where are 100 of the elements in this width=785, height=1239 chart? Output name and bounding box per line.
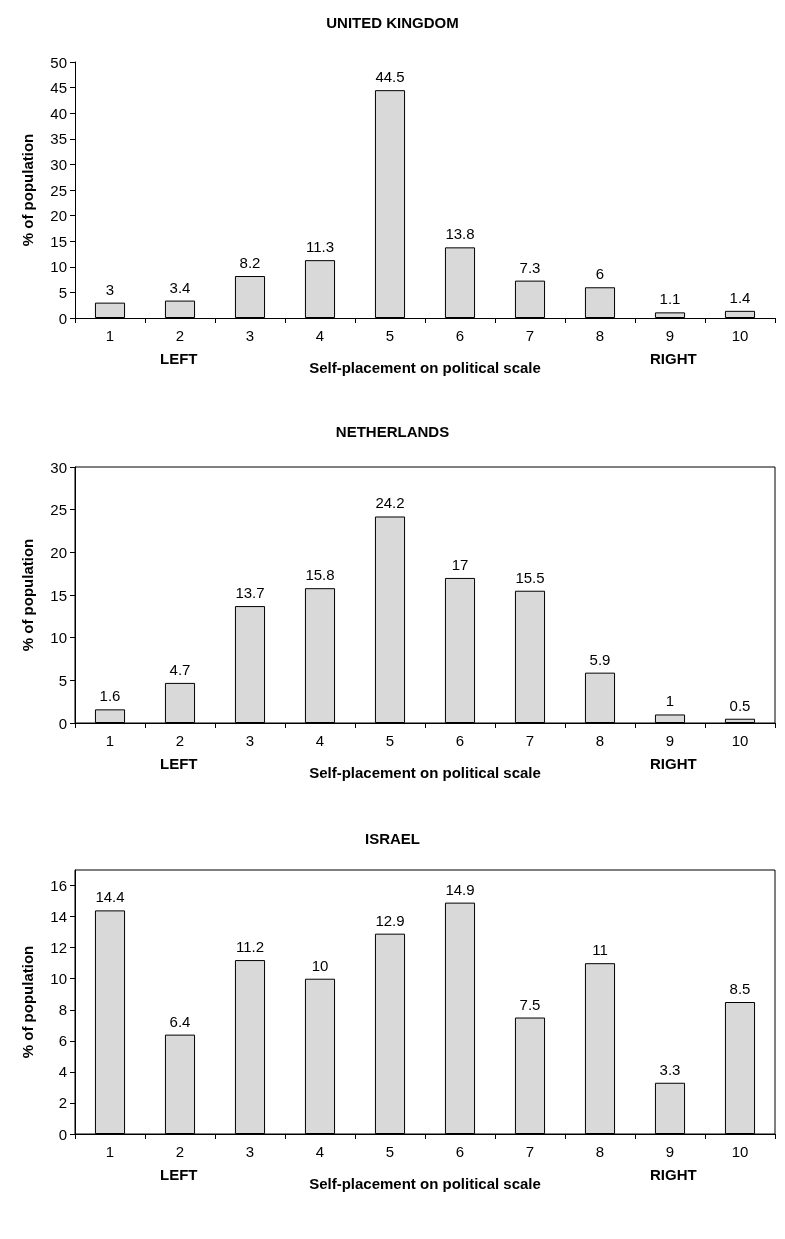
y-tick-label: 0 — [58, 714, 67, 732]
data-label: 1.4 — [729, 288, 751, 306]
text: LEFT — [160, 1166, 198, 1183]
data-label: 6 — [595, 265, 605, 283]
x-tick-label: 7 — [525, 732, 535, 749]
data-label: 11.3 — [305, 238, 335, 256]
data-label: 3.4 — [169, 278, 191, 296]
x-tick-label: 5 — [385, 1143, 395, 1160]
data-label: 8.2 — [239, 254, 261, 272]
x-tick-label: 4 — [315, 1143, 325, 1160]
y-tick-label: 35 — [50, 130, 67, 148]
data-label: 7.5 — [519, 995, 541, 1013]
x-tick-label: 3 — [245, 327, 255, 344]
y-tick-label: 12 — [50, 939, 67, 957]
y-tick-label: 20 — [50, 207, 67, 225]
x-tick-label: 10 — [731, 732, 749, 749]
text: LEFT — [160, 755, 198, 772]
y-tick-label: 5 — [58, 671, 67, 689]
y-tick-label: 4 — [58, 1063, 67, 1081]
y-axis-title: % of population — [19, 133, 36, 247]
data-label: 1 — [665, 692, 675, 710]
x-tick-label: 5 — [385, 327, 395, 344]
data-label: 5.9 — [589, 650, 611, 668]
data-label: 7.3 — [519, 258, 541, 276]
x-tick-label: 6 — [455, 327, 465, 344]
y-tick-label: 15 — [50, 232, 67, 250]
text: RIGHT — [650, 1166, 697, 1183]
x-tick-label: 8 — [595, 732, 605, 749]
data-label: 13.8 — [445, 225, 475, 243]
x-tick-label: 1 — [105, 1143, 115, 1160]
text: RIGHT — [650, 350, 697, 367]
data-label: 8.5 — [729, 980, 751, 997]
x-tick-label: 9 — [665, 327, 675, 344]
x-tick-label: 6 — [455, 1143, 465, 1160]
y-tick-label: 50 — [50, 53, 67, 71]
data-label: 0.5 — [729, 696, 751, 714]
data-label: 24.2 — [375, 494, 405, 512]
data-label: 11 — [592, 941, 608, 959]
x-tick-label: 3 — [245, 732, 255, 749]
y-tick-label: 45 — [50, 79, 67, 97]
data-label: 17 — [451, 555, 469, 573]
data-label: 13.7 — [235, 584, 265, 602]
y-tick-label: 10 — [50, 629, 67, 647]
y-tick-label: 25 — [50, 501, 67, 519]
data-label: 15.8 — [305, 566, 335, 584]
y-tick-label: 0 — [58, 1125, 67, 1143]
x-tick-label: 2 — [175, 1143, 185, 1160]
data-label: 4.7 — [169, 660, 191, 678]
data-label: 15.5 — [515, 568, 545, 586]
x-tick-label: 1 — [105, 732, 115, 749]
text: RIGHT — [650, 755, 697, 772]
x-tick-label: 8 — [595, 327, 605, 344]
y-axis-title: % of population — [19, 945, 36, 1059]
x-tick-label: 8 — [595, 1143, 605, 1160]
y-tick-label: 15 — [50, 586, 67, 604]
y-tick-label: 6 — [58, 1032, 67, 1050]
y-tick-label: 25 — [50, 181, 67, 199]
data-label: 3 — [105, 280, 115, 298]
x-tick-label: 2 — [175, 327, 185, 344]
data-label: 10 — [311, 956, 329, 974]
data-label: 6.4 — [169, 1012, 191, 1030]
x-tick-label: 4 — [315, 732, 325, 749]
data-label: 44.5 — [375, 68, 405, 86]
x-tick-label: 10 — [731, 1143, 749, 1160]
x-tick-label: 9 — [665, 732, 675, 749]
x-axis-title: Self-placement on political scale — [309, 359, 541, 376]
data-label: 1.1 — [659, 290, 681, 308]
y-tick-label: 30 — [50, 458, 67, 476]
data-label: 14.4 — [95, 888, 125, 906]
y-tick-label: 10 — [50, 970, 67, 988]
x-tick-label: 6 — [455, 732, 465, 749]
x-tick-label: 9 — [665, 1143, 675, 1160]
y-tick-label: 10 — [50, 258, 67, 276]
chart-title: ISRAEL — [364, 830, 421, 847]
y-tick-label: 16 — [50, 877, 67, 895]
x-tick-label: 3 — [245, 1143, 255, 1160]
data-label: 11.2 — [235, 938, 265, 956]
x-tick-label: 2 — [175, 732, 185, 749]
x-axis-title: Self-placement on political scale — [309, 764, 541, 781]
x-tick-label: 1 — [105, 327, 115, 344]
chart-title: NETHERLANDS — [335, 423, 450, 440]
y-tick-label: 40 — [50, 104, 67, 122]
y-axis-title: % of population — [19, 538, 36, 652]
x-tick-label: 5 — [385, 732, 395, 749]
chart-title: UNITED KINGDOM — [326, 14, 459, 31]
x-tick-label: 7 — [525, 327, 535, 344]
data-label: 12.9 — [375, 911, 405, 929]
x-tick-label: 7 — [525, 1143, 535, 1160]
y-tick-label: 5 — [58, 283, 67, 301]
y-tick-label: 30 — [50, 155, 67, 173]
y-tick-label: 8 — [58, 1001, 67, 1019]
x-tick-label: 10 — [731, 327, 749, 344]
text: LEFT — [160, 350, 198, 367]
y-tick-label: 20 — [50, 543, 67, 561]
data-label: 3.3 — [659, 1060, 681, 1078]
y-tick-label: 0 — [58, 309, 67, 327]
y-tick-label: 2 — [58, 1094, 67, 1112]
x-axis-title: Self-placement on political scale — [309, 1175, 541, 1192]
data-label: 1.6 — [99, 687, 121, 705]
data-label: 14.9 — [445, 880, 475, 898]
